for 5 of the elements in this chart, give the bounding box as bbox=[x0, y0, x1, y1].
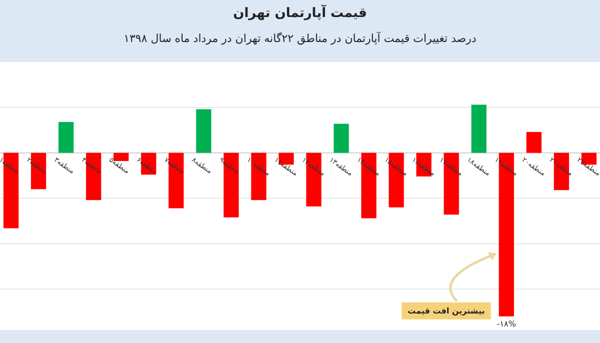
chart-subtitle: درصد تغییرات قیمت آپارتمان در مناطق ۲۲گانه تهران در مرداد ماه سال ۱۳۹۸ bbox=[124, 31, 476, 45]
data-label: -۱۸% bbox=[496, 319, 516, 328]
annotation: بیشترین افت قیمت bbox=[408, 306, 485, 316]
note: بیشترین افت قیمت bbox=[402, 302, 491, 320]
chart-title: قیمت آپارتمان تهران bbox=[233, 4, 367, 21]
